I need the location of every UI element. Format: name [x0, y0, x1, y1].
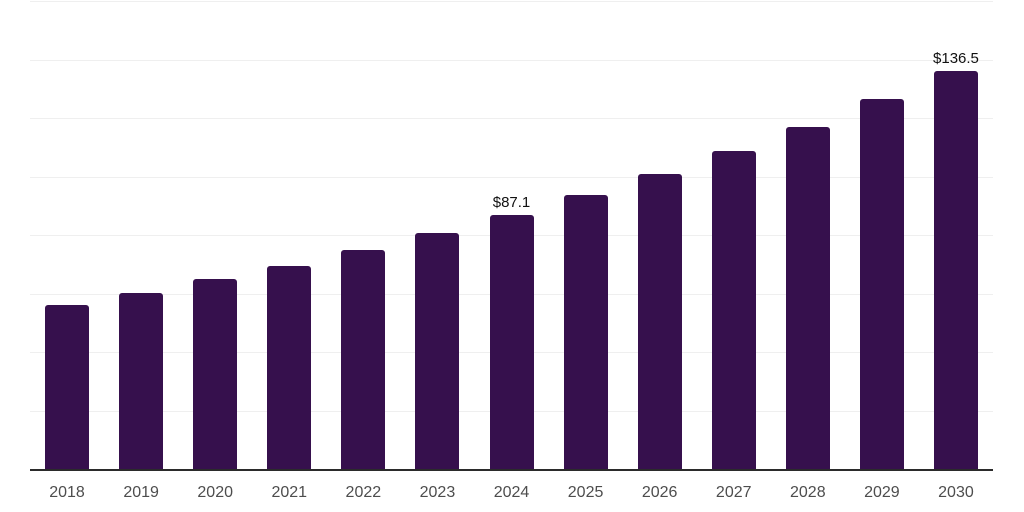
bar-value-label-2030: $136.5	[933, 49, 979, 67]
bar-value-label-2024: $87.1	[492, 194, 531, 212]
plot-area: $87.1 $136.5	[30, 1, 993, 471]
bar-2023	[415, 232, 460, 470]
bar-2020	[193, 279, 238, 470]
bar-2018	[45, 305, 90, 470]
bar-2026	[637, 174, 682, 470]
x-axis-label-2029: 2029	[864, 484, 900, 501]
x-axis-line	[30, 469, 993, 471]
x-axis-label-2020: 2020	[197, 484, 233, 501]
gridline	[30, 1, 993, 2]
bar-2019	[119, 292, 164, 470]
x-axis-label-2023: 2023	[419, 484, 456, 501]
bar-2027	[711, 150, 756, 470]
x-axis-label-2024: 2024	[493, 484, 530, 501]
x-axis-label-2025: 2025	[567, 484, 604, 501]
x-axis-label-2022: 2022	[345, 484, 382, 501]
bar-2021	[267, 265, 312, 470]
x-axis-label-2028: 2028	[790, 484, 826, 501]
gridline	[30, 176, 993, 178]
x-axis-label-2026: 2026	[641, 484, 678, 501]
bar-2028	[785, 126, 830, 470]
gridline	[30, 118, 993, 119]
x-axis-label-2027: 2027	[715, 484, 752, 501]
bar-2024	[489, 215, 534, 470]
bar-2022	[341, 250, 386, 470]
x-axis-label-2018: 2018	[49, 484, 85, 501]
gridline	[30, 59, 993, 61]
x-axis-label-2030: 2030	[938, 484, 974, 501]
x-axis-label-2021: 2021	[271, 484, 308, 501]
bar-2030	[933, 70, 978, 470]
x-axis-label-2019: 2019	[123, 484, 159, 501]
bar-2025	[563, 195, 608, 470]
bar-2029	[859, 99, 904, 470]
